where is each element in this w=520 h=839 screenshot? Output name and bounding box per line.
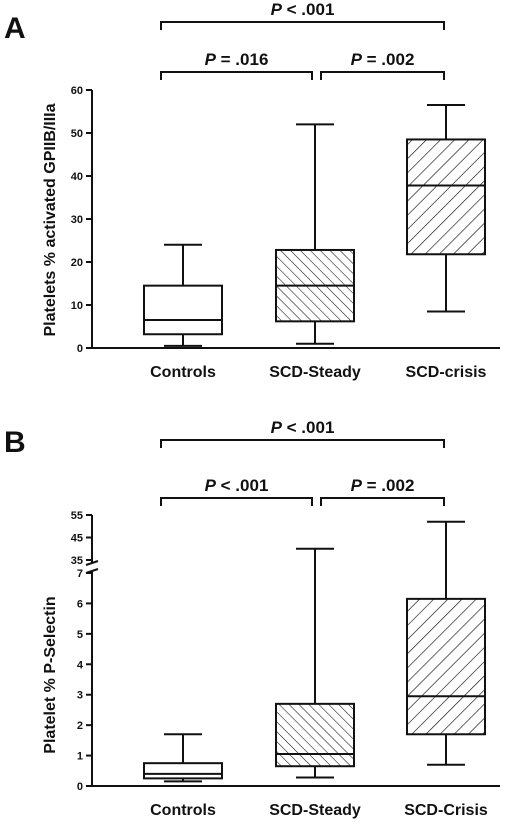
panel-a-x-axis-labels: Controls SCD-Steady SCD-crisis [150, 364, 486, 381]
panel-b-y-tick-label: 1 [77, 751, 83, 763]
panel-b-axis-break-mark [85, 560, 99, 566]
panel-b-box-2 [406, 520, 486, 766]
panel-a-y-tick-label: 10 [71, 300, 83, 312]
panel-a-y-tick-label: 30 [71, 214, 83, 226]
panel-b-bracket-2: P = .002 [320, 476, 445, 506]
panel-a-significance-brackets: P < .001 P = .016 P = .002 [160, 0, 445, 80]
panel-b-x-tick-label: SCD-Crisis [404, 802, 488, 819]
p-value-label: P < .001 [205, 476, 269, 495]
panel-a-x-tick-label: SCD-Steady [269, 364, 361, 381]
box-iqr [143, 284, 223, 336]
panel-b-x-axis-labels: Controls SCD-Steady SCD-Crisis [150, 802, 488, 819]
panel-a-y-axis-label: Platelets % activated GPIIB/IIIa [42, 103, 59, 336]
box-iqr [406, 597, 486, 736]
panel-a-x-tick-label: SCD-crisis [406, 364, 487, 381]
panel-b-x-tick-label: Controls [150, 802, 216, 819]
bracket-line [160, 71, 313, 80]
panel-b-y-tick-label: 4 [77, 659, 84, 671]
panel-b-y-tick-label: 5 [77, 629, 83, 641]
panel-a-y-tick-label: 50 [71, 128, 83, 140]
box-iqr [406, 138, 486, 256]
panel-b-y-tick-label: 7 [77, 568, 83, 580]
panel-b-label: B [4, 426, 26, 459]
panel-a-bracket-2: P = .002 [320, 50, 445, 80]
bracket-line [160, 439, 445, 448]
panel-a: A Platelets % activated GPIIB/IIIa P < .… [4, 0, 500, 381]
box-iqr [275, 702, 355, 768]
panel-b-y-tick-label-upper: 35 [71, 555, 83, 567]
panel-a-y-tick-label: 40 [71, 171, 83, 183]
panel-a-y-tick-label: 60 [71, 85, 83, 97]
p-value-label: P < .001 [271, 0, 335, 19]
panel-b-box-0 [143, 733, 223, 783]
p-value-label: P = .016 [205, 50, 269, 69]
bracket-line [160, 21, 445, 30]
bracket-line [160, 497, 313, 506]
panel-b-y-tick-label-upper: 45 [71, 533, 83, 545]
panel-a-box-1 [275, 123, 355, 345]
panel-b-box-1 [275, 547, 355, 779]
panel-b-bracket-0: P < .001 [160, 418, 445, 448]
panel-a-y-tick-label: 0 [77, 343, 83, 355]
panel-b-y-tick-label: 2 [77, 720, 83, 732]
p-value-label: P = .002 [351, 50, 415, 69]
panel-b-significance-brackets: P < .001 P < .001 P = .002 [160, 418, 445, 506]
panel-b-bracket-1: P < .001 [160, 476, 313, 506]
panel-b-y-tick-label: 3 [77, 690, 83, 702]
box-iqr [143, 762, 223, 780]
panel-a-y-tick-label: 20 [71, 257, 83, 269]
panel-b-x-tick-label: SCD-Steady [269, 802, 361, 819]
p-value-label: P < .001 [271, 418, 335, 437]
panel-a-x-tick-label: Controls [150, 364, 216, 381]
panel-b-y-tick-label: 6 [77, 598, 83, 610]
panel-a-box-2 [406, 104, 486, 313]
panel-a-bracket-0: P < .001 [160, 0, 445, 30]
panel-a-boxes [143, 104, 486, 347]
panel-a-label: A [4, 12, 26, 45]
panel-b-y-tick-label-upper: 55 [71, 510, 83, 522]
bracket-line [320, 71, 445, 80]
panel-a-bracket-1: P = .016 [160, 50, 313, 80]
panel-b-boxes [143, 520, 486, 783]
panel-a-box-0 [143, 243, 223, 347]
panel-b-y-tick-label: 0 [77, 781, 83, 793]
p-value-label: P = .002 [351, 476, 415, 495]
panel-b-y-axis-label: Platelet % P-Selectin [42, 596, 59, 753]
bracket-line [320, 497, 445, 506]
panel-a-y-axis: 0 10 20 30 40 50 60 [71, 85, 500, 355]
